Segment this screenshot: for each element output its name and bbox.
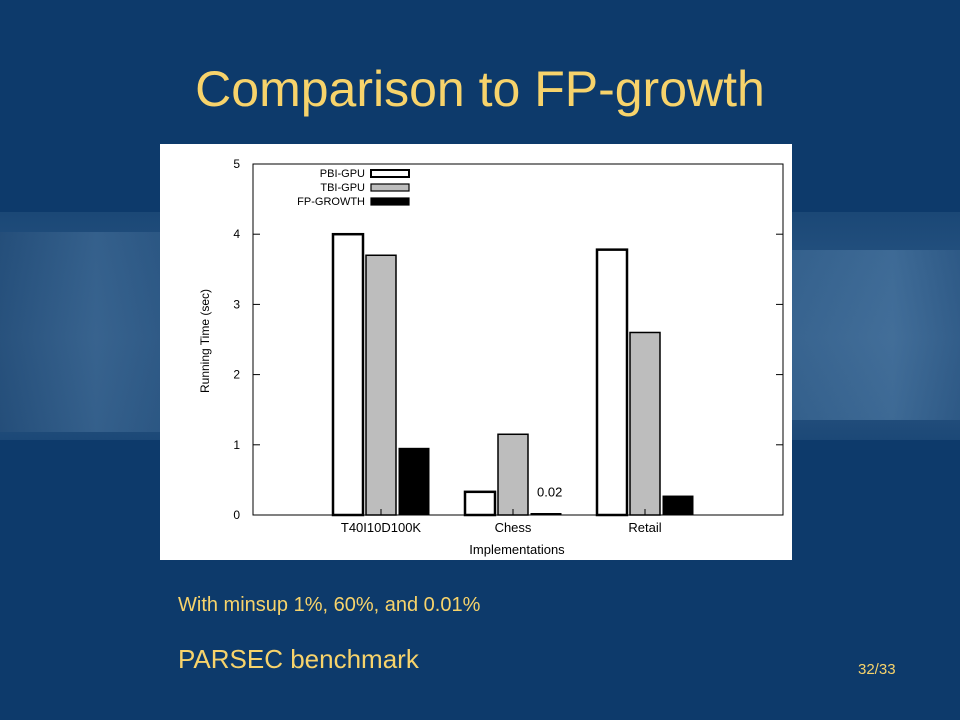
legend: PBI-GPU TBI-GPU FP-GROWTH	[297, 168, 410, 208]
x-tick-label: Chess	[495, 520, 532, 535]
bar-fp-growth-chess	[530, 513, 562, 516]
legend-swatch	[370, 183, 410, 192]
bar-tbi-gpu-retail	[629, 331, 661, 516]
slide-title: Comparison to FP-growth	[195, 61, 765, 117]
benchmark-subtitle: PARSEC benchmark	[178, 644, 419, 674]
background-building-shape	[0, 232, 160, 432]
legend-swatch	[370, 197, 410, 206]
bar-fp-growth-t40i10d100k	[398, 447, 430, 516]
annotations: 0.02	[537, 485, 562, 500]
bar-fp-growth-retail	[662, 495, 694, 516]
bar-tbi-gpu-chess	[497, 433, 529, 516]
minsup-note: With minsup 1%, 60%, and 0.01%	[178, 594, 481, 616]
bar-tbi-gpu-t40i10d100k	[365, 254, 397, 516]
y-tick-label: 5	[233, 157, 240, 171]
bar-chart: 0 1 2 3 4 5 T40I10D100K Chess Retail PBI-GPU TBI…	[198, 157, 784, 557]
legend-label: PBI-GPU	[320, 168, 365, 180]
bar-pbi-gpu-retail	[595, 248, 629, 517]
background-mountain-shape	[792, 250, 960, 420]
y-tick-label: 2	[233, 368, 240, 382]
y-axis-ticks: 0 1 2 3 4 5	[233, 157, 783, 522]
bar-pbi-gpu-t40i10d100k	[331, 232, 365, 517]
bars-group	[331, 232, 694, 517]
y-tick-label: 3	[233, 297, 240, 311]
bar-pbi-gpu-chess	[463, 490, 497, 517]
y-tick-label: 0	[233, 508, 240, 522]
chart-panel: 0 1 2 3 4 5 T40I10D100K Chess Retail PBI-GPU TBI…	[160, 144, 792, 560]
legend-swatch	[370, 169, 410, 178]
y-tick-label: 4	[233, 227, 240, 241]
data-label: 0.02	[537, 485, 562, 500]
page-number: 32/33	[858, 661, 896, 678]
x-tick-label: T40I10D100K	[341, 520, 422, 535]
y-tick-label: 1	[233, 438, 240, 452]
legend-label: FP-GROWTH	[297, 196, 365, 208]
legend-label: TBI-GPU	[320, 182, 365, 194]
x-axis-label: Implementations	[469, 542, 565, 557]
x-tick-label: Retail	[628, 520, 661, 535]
y-axis-label: Running Time (sec)	[198, 289, 212, 393]
x-axis-tick-labels: T40I10D100K Chess Retail	[341, 509, 662, 535]
